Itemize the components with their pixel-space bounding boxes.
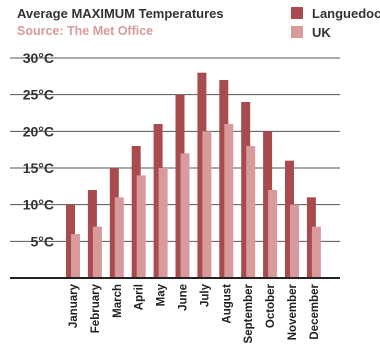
legend-swatch-languedoc xyxy=(291,7,303,19)
bar-languedoc-july xyxy=(197,72,207,279)
bar-languedoc-may xyxy=(153,124,163,278)
bar-languedoc-march xyxy=(109,168,119,278)
bar-uk-february xyxy=(92,226,102,278)
legend: Languedoc UK xyxy=(291,6,380,40)
bar-uk-december xyxy=(311,226,321,278)
bar-languedoc-october xyxy=(263,131,273,278)
bar-languedoc-august xyxy=(219,80,229,278)
x-tick-label: November xyxy=(287,283,299,340)
bar-uk-january xyxy=(71,234,80,278)
bar-uk-november xyxy=(290,204,299,278)
x-tick-label: April xyxy=(134,284,146,310)
y-tick-label: 15°C xyxy=(23,160,54,176)
bar-languedoc-april xyxy=(131,146,141,278)
bar-uk-march xyxy=(114,197,124,278)
bar-uk-june xyxy=(180,153,190,278)
y-tick-label: 20°C xyxy=(23,123,54,139)
bar-uk-july xyxy=(202,131,212,278)
bar-uk-may xyxy=(158,168,168,278)
legend-label-languedoc: Languedoc xyxy=(312,6,380,21)
x-tick-label: September xyxy=(243,283,255,343)
x-tick-label: January xyxy=(68,283,80,328)
y-tick-label: 25°C xyxy=(23,87,54,103)
chart-title: Average MAXIMUM Temperatures xyxy=(17,6,224,21)
y-tick-label: 5°C xyxy=(31,233,55,249)
x-tick-label: October xyxy=(265,283,277,328)
x-axis-ticks: January February March April May June July Augu… xyxy=(68,283,321,343)
bars xyxy=(66,72,321,279)
x-tick-label: February xyxy=(90,283,102,333)
x-tick-label: May xyxy=(156,283,168,306)
bar-languedoc-january xyxy=(66,204,75,278)
x-tick-label: March xyxy=(112,284,124,318)
y-tick-label: 10°C xyxy=(23,197,54,213)
bar-uk-october xyxy=(268,190,278,278)
x-tick-label: December xyxy=(309,283,321,339)
chart-subtitle: Source: The Met Office xyxy=(17,24,153,38)
x-tick-label: June xyxy=(178,284,190,311)
x-tick-label: July xyxy=(199,283,211,307)
bar-uk-september xyxy=(246,146,256,278)
y-axis-ticks: 5°C 10°C 15°C 20°C 25°C 30°C xyxy=(23,50,54,249)
bar-languedoc-february xyxy=(87,190,97,278)
bar-languedoc-june xyxy=(175,94,185,279)
x-tick-label: August xyxy=(221,284,233,324)
legend-swatch-uk xyxy=(291,26,303,38)
legend-label-uk: UK xyxy=(312,25,331,40)
bar-languedoc-november xyxy=(285,160,294,278)
y-tick-label: 30°C xyxy=(23,50,54,66)
bar-languedoc-december xyxy=(306,197,316,278)
bar-uk-august xyxy=(224,124,234,278)
bar-languedoc-september xyxy=(241,102,251,278)
bar-uk-april xyxy=(136,175,146,278)
